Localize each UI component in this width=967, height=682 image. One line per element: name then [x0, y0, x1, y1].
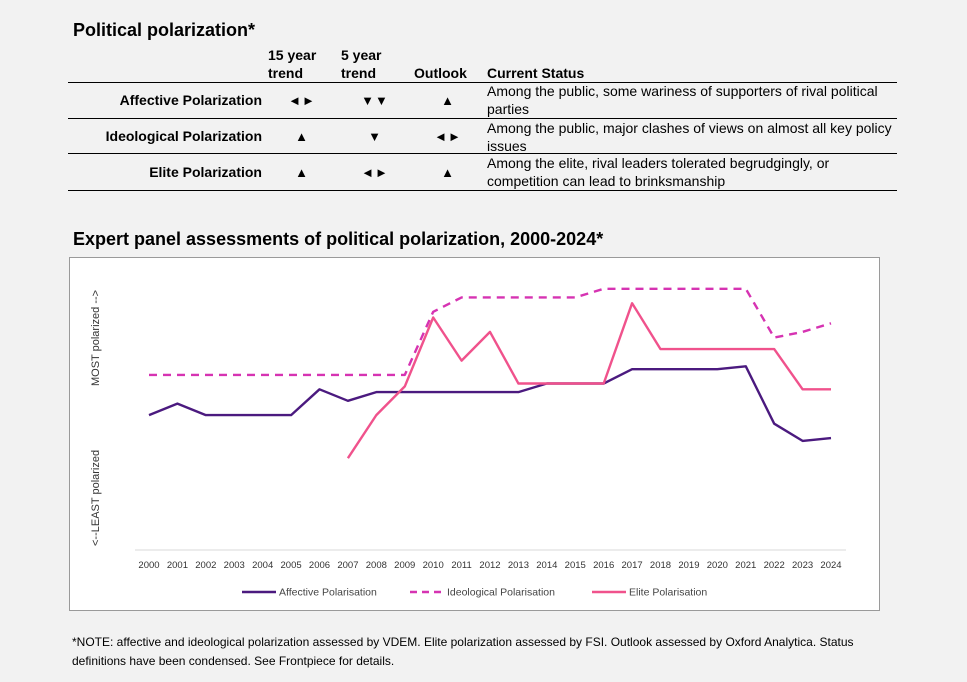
row-label-ideological: Ideological Polarization: [105, 128, 262, 144]
x-tick-label: 2011: [451, 560, 471, 571]
ideological-15yr-trend: ▲: [295, 129, 309, 144]
x-tick-label: 2012: [479, 560, 500, 571]
x-tick-label: 2019: [678, 560, 699, 571]
x-tick-label: 2014: [536, 560, 557, 571]
x-tick-label: 2016: [593, 560, 614, 571]
row-label-affective: Affective Polarization: [119, 92, 262, 108]
table-rule-header: [68, 82, 897, 83]
x-tick-label: 2008: [366, 560, 387, 571]
series-line-0: [148, 365, 832, 443]
y-label-least: <--LEAST polarized: [90, 449, 102, 546]
x-tick-label: 2018: [650, 560, 671, 571]
x-tick-label: 2002: [195, 560, 216, 571]
x-tick-label: 2006: [309, 560, 330, 571]
affective-15yr-trend: ◄►: [288, 93, 316, 108]
table-rule-bottom: [68, 190, 897, 191]
chart-title: Expert panel assessments of political po…: [73, 229, 604, 249]
header-5-year-trend: 5 year trend: [341, 46, 381, 82]
y-label-most: MOST polarized -->: [90, 289, 102, 386]
x-tick-label: 2021: [735, 560, 756, 571]
row-label-elite: Elite Polarization: [149, 164, 262, 180]
legend-label-0: Affective Polarisation: [279, 587, 377, 599]
x-tick-label: 2020: [707, 560, 728, 571]
chart-area: 2000 2001 2002 2003 2004 2005 2006 2007 2008 2009…: [69, 257, 880, 611]
series-line-2: [346, 302, 831, 459]
table-rule-2: [68, 153, 897, 154]
x-tick-label: 2017: [622, 560, 643, 571]
x-tick-label: 2022: [764, 560, 785, 571]
x-tick-label: 2013: [508, 560, 529, 571]
header-15-year-trend: 15 year trend: [268, 46, 316, 82]
header-outlook: Outlook: [414, 65, 467, 81]
ideological-outlook: ◄►: [434, 129, 462, 144]
x-tick-label: 2015: [565, 560, 586, 571]
footnote: *NOTE: affective and ideological polariz…: [72, 635, 854, 668]
elite-status: Among the elite, rival leaders tolerated…: [487, 155, 830, 189]
elite-15yr-trend: ▲: [295, 165, 309, 180]
x-tick-label: 2007: [337, 560, 358, 571]
affective-5yr-trend: ▼▼: [361, 93, 389, 108]
table-rule-1: [68, 118, 897, 119]
x-tick-label: 2023: [792, 560, 813, 571]
header-5-year-line1: 5 year: [341, 47, 382, 63]
x-tick-label: 2009: [394, 560, 415, 571]
x-tick-label: 2024: [820, 560, 841, 571]
header-current-status: Current Status: [487, 65, 585, 81]
table-title: Political polarization*: [73, 20, 256, 40]
x-tick-label: 2003: [224, 560, 245, 571]
x-tick-label: 2001: [167, 560, 188, 571]
x-tick-label: 2000: [138, 560, 159, 571]
elite-5yr-trend: ◄►: [361, 165, 389, 180]
x-tick-label: 2005: [281, 560, 302, 571]
header-15-year-line1: 15 year: [268, 47, 317, 63]
header-5-year-line2: trend: [341, 65, 376, 81]
legend-label-2: Elite Polarisation: [629, 587, 707, 599]
legend-label-1: Ideological Polarisation: [447, 587, 555, 599]
ideological-status: Among the public, major clashes of views…: [487, 120, 892, 154]
ideological-5yr-trend: ▼: [368, 129, 382, 144]
line-chart: 2000 2001 2002 2003 2004 2005 2006 2007 2008 2009…: [135, 287, 846, 599]
elite-outlook: ▲: [441, 165, 455, 180]
x-tick-label: 2004: [252, 560, 273, 571]
header-15-year-line2: trend: [268, 65, 303, 81]
x-tick-label: 2010: [423, 560, 444, 571]
series-line-1: [149, 287, 832, 377]
affective-outlook: ▲: [441, 93, 455, 108]
affective-status: Among the public, some wariness of suppo…: [487, 83, 878, 117]
